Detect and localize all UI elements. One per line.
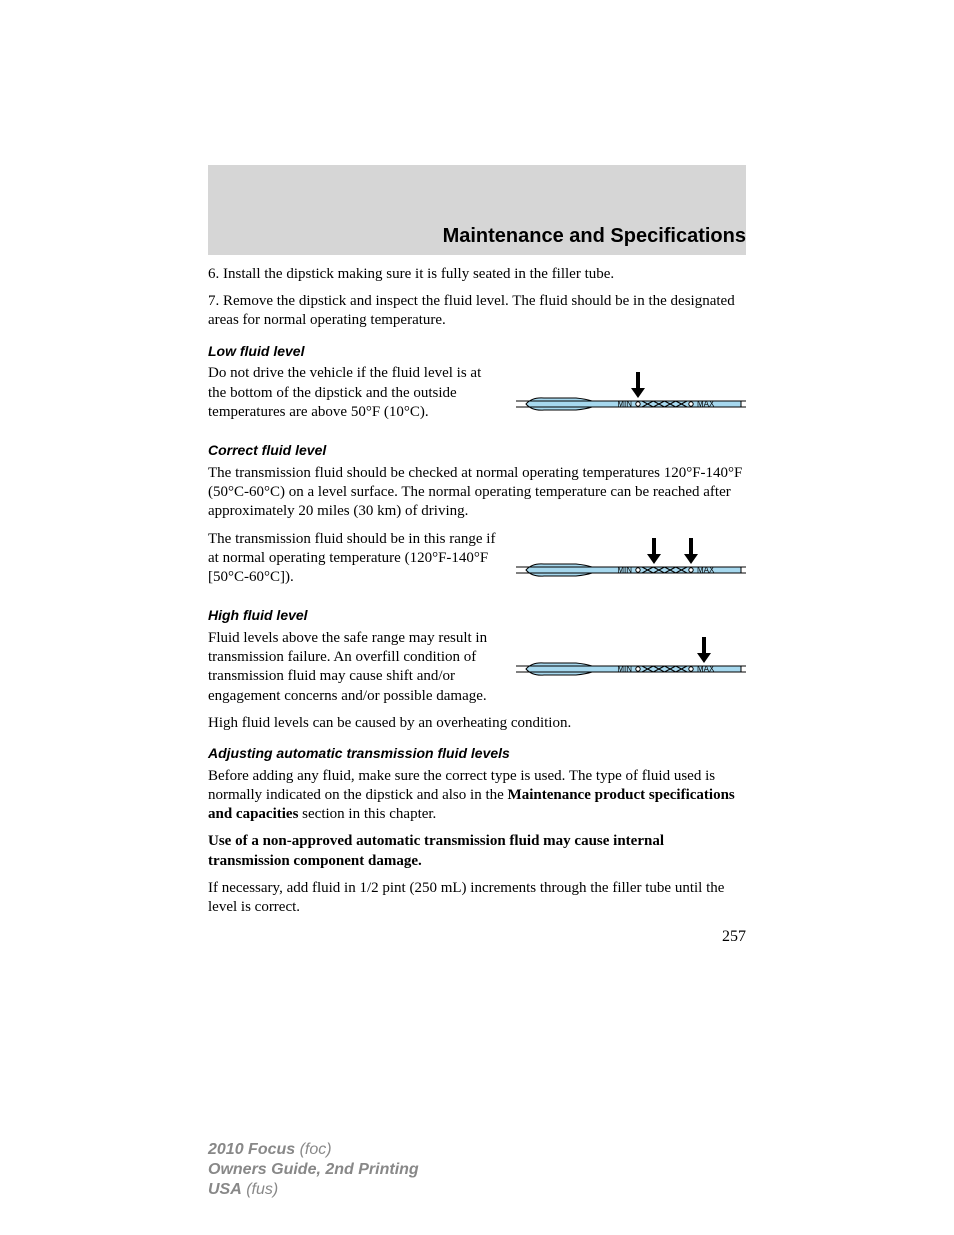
dipstick-correct-figure: MIN MAX xyxy=(516,530,746,590)
heading-correct-fluid: Correct fluid level xyxy=(208,442,746,460)
footer-region: USA xyxy=(208,1181,242,1198)
adjust-para2: If necessary, add fluid in 1/2 pint (250… xyxy=(208,879,746,917)
step-6: 6. Install the dipstick making sure it i… xyxy=(208,265,746,284)
row-high: Fluid levels above the safe range may re… xyxy=(208,629,746,714)
heading-high-fluid: High fluid level xyxy=(208,607,746,625)
heading-adjusting: Adjusting automatic transmission fluid l… xyxy=(208,745,746,763)
step-7: 7. Remove the dipstick and inspect the f… xyxy=(208,292,746,330)
footer-guide: Owners Guide, 2nd Printing xyxy=(208,1160,419,1180)
body-content: 6. Install the dipstick making sure it i… xyxy=(208,265,746,948)
page-number: 257 xyxy=(208,927,746,947)
footer: 2010 Focus (foc) Owners Guide, 2nd Print… xyxy=(208,1140,419,1200)
low-text: Do not drive the vehicle if the fluid le… xyxy=(208,364,500,422)
high-para2: High fluid levels can be caused by an ov… xyxy=(208,714,746,733)
svg-text:MAX: MAX xyxy=(697,565,715,574)
footer-model-code: (foc) xyxy=(295,1141,331,1158)
svg-text:MAX: MAX xyxy=(697,664,715,673)
adjust-para1: Before adding any fluid, make sure the c… xyxy=(208,767,746,825)
svg-text:MIN: MIN xyxy=(617,664,632,673)
section-title: Maintenance and Specifications xyxy=(208,225,746,248)
dipstick-high-icon: MIN MAX xyxy=(516,629,746,689)
row-low: Do not drive the vehicle if the fluid le… xyxy=(208,364,746,430)
high-para1: Fluid levels above the safe range may re… xyxy=(208,629,500,706)
heading-low-fluid: Low fluid level xyxy=(208,343,746,361)
dipstick-high-figure: MIN MAX xyxy=(516,629,746,689)
svg-text:MIN: MIN xyxy=(617,400,632,409)
adjust-para1c: section in this chapter. xyxy=(298,806,436,822)
footer-model: 2010 Focus xyxy=(208,1141,295,1158)
adjust-warning: Use of a non-approved automatic transmis… xyxy=(208,832,746,870)
page: Maintenance and Specifications 6. Instal… xyxy=(0,0,954,1235)
row-correct: The transmission fluid should be in this… xyxy=(208,530,746,596)
dipstick-low-icon: MIN MAX xyxy=(516,364,746,424)
correct-para1: The transmission fluid should be checked… xyxy=(208,464,746,522)
correct-para2: The transmission fluid should be in this… xyxy=(208,530,500,588)
dipstick-low-figure: MIN MAX xyxy=(516,364,746,424)
dipstick-correct-icon: MIN MAX xyxy=(516,530,746,590)
footer-region-code: (fus) xyxy=(242,1181,278,1198)
svg-text:MAX: MAX xyxy=(697,400,715,409)
svg-text:MIN: MIN xyxy=(617,565,632,574)
